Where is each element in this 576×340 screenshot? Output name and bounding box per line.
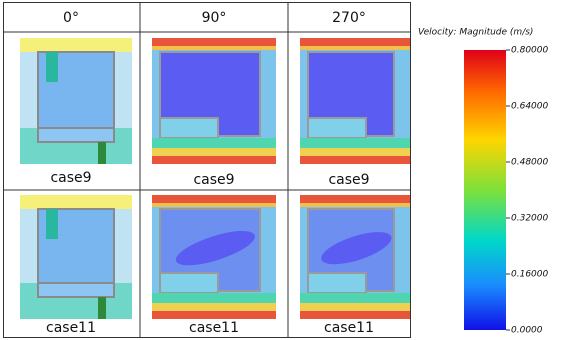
step [38, 283, 114, 297]
inlet-band [20, 195, 132, 209]
top-band-2 [300, 203, 410, 207]
outlet-jet [98, 297, 106, 319]
case-caption: case9 [328, 172, 369, 188]
case-caption: case11 [189, 320, 239, 336]
top-band-2 [152, 203, 276, 207]
colorbar-label: 0.16000 [511, 270, 548, 280]
bottom-band [300, 138, 410, 148]
bottom-band-3 [300, 156, 410, 164]
top-band [300, 195, 410, 203]
colorbar-label: 0.32000 [511, 214, 548, 224]
step [308, 273, 366, 293]
top-band [152, 38, 276, 46]
colorbar: Velocity: Magnitude (m/s) 0.80000 0.64000… [418, 28, 548, 336]
bottom-band-3 [300, 311, 410, 319]
colorbar-title: Velocity: Magnitude (m/s) [418, 28, 533, 38]
top-band-2 [300, 46, 410, 50]
jet [46, 209, 58, 239]
jet [46, 52, 58, 82]
case-caption: case9 [193, 172, 234, 188]
result-table: 0° 90° 270° case9 case9 case9 case11 cas… [3, 2, 411, 338]
column-header: 270° [332, 10, 366, 26]
flow-image [20, 38, 132, 164]
bottom-band-3 [152, 156, 276, 164]
colorbar-label: 0.80000 [511, 46, 548, 56]
case-caption: case11 [46, 320, 96, 336]
step [308, 118, 366, 138]
case-caption: case9 [50, 170, 91, 186]
flow-image [152, 195, 276, 319]
bottom-band-2 [300, 303, 410, 311]
bottom-band-2 [152, 148, 276, 156]
colorbar-label: 0.0000 [511, 326, 543, 336]
outlet-jet [98, 142, 106, 164]
top-band [300, 38, 410, 46]
colorbar-label: 0.64000 [511, 102, 548, 112]
case-caption: case11 [324, 320, 374, 336]
top-band-2 [152, 46, 276, 50]
step [160, 118, 218, 138]
flow-image [300, 195, 410, 319]
flow-image [300, 38, 410, 164]
bottom-band-2 [152, 303, 276, 311]
bottom-band-2 [300, 148, 410, 156]
step [160, 273, 218, 293]
colorbar-label: 0.48000 [511, 158, 548, 168]
figure: 0° 90° 270° case9 case9 case9 case11 cas… [0, 0, 576, 340]
step [38, 128, 114, 142]
bottom-band [300, 293, 410, 303]
inlet-band [20, 38, 132, 52]
bottom-band [152, 138, 276, 148]
column-header: 90° [202, 10, 227, 26]
flow-image [152, 38, 276, 164]
colorbar-gradient [464, 50, 506, 330]
top-band [152, 195, 276, 203]
column-header: 0° [63, 10, 79, 26]
flow-image [20, 195, 132, 319]
bottom-band-3 [152, 311, 276, 319]
bottom-band [152, 293, 276, 303]
